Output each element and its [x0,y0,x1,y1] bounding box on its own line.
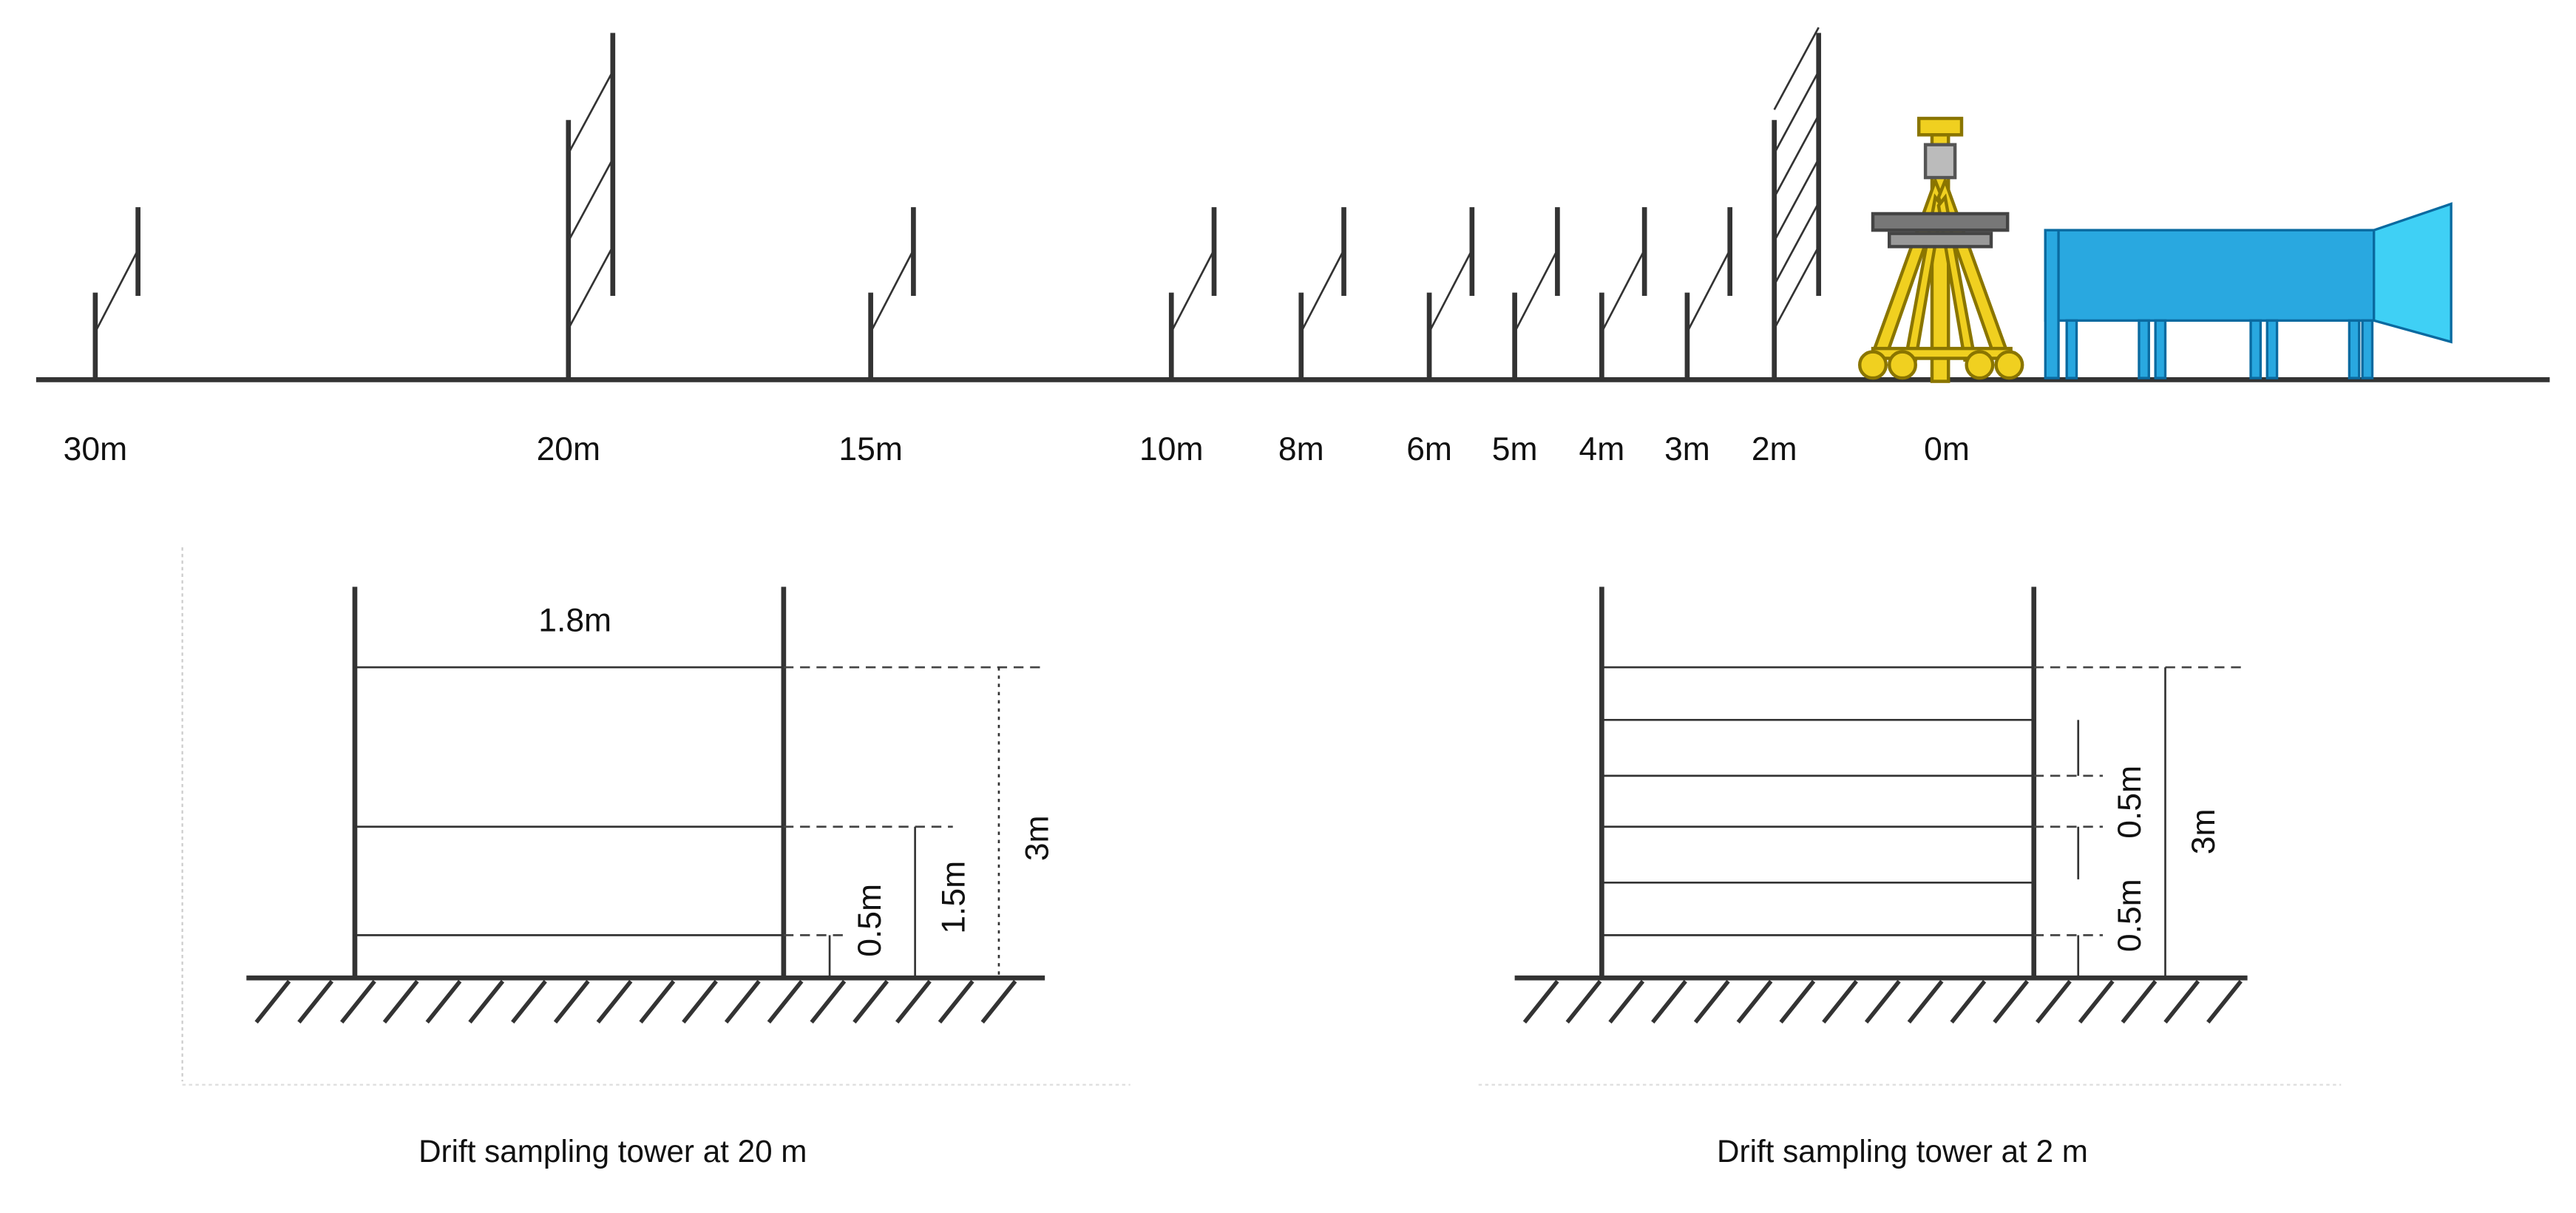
distance-label: 6m [1406,431,1452,467]
tower-net [567,246,614,330]
ground-hatch [1736,979,1773,1024]
tower-net [1773,158,1820,242]
tower-net [1773,70,1820,155]
ground-hatch [1779,979,1816,1024]
tower-net [1514,249,1559,333]
distance-label: 20m [537,431,600,467]
distance-label: 30m [64,431,127,467]
tower-net [567,70,614,155]
tower-net [1773,115,1820,198]
ground-hatch [895,979,932,1024]
ground-hatch [1651,979,1687,1024]
tower-net [1601,249,1646,333]
distance-label: 0m [1924,431,1970,467]
ground-hatch [1522,979,1559,1024]
distance-label: 10m [1139,431,1203,467]
distance-label: 8m [1278,431,1324,467]
ground-hatch [980,979,1017,1024]
dimension-label: 0.5m [2112,879,2148,952]
distance-label: 2m [1752,431,1797,467]
ground-hatch [1565,979,1602,1024]
sprayer [1858,116,2024,383]
ground-hatch [468,979,505,1024]
ground-hatch [2036,979,2072,1024]
ground-hatch [682,979,718,1024]
ground-hatch [2163,979,2200,1024]
tower-net [567,158,614,242]
dimension-label: 3m [2186,809,2222,855]
ground-hatch [596,979,633,1024]
caption: Drift sampling tower at 20 m [418,1134,807,1169]
ground-hatch [254,979,291,1024]
dimension-label: 1.5m [935,861,972,934]
tower-net [870,249,915,333]
ground-hatch [938,979,975,1024]
ground-hatch [297,979,334,1024]
distance-label: 15m [838,431,902,467]
width-label: 1.8m [538,602,611,638]
ground-hatch [1693,979,1730,1024]
ground-hatch [639,979,676,1024]
tower-net [94,249,139,333]
distance-label: 3m [1664,431,1710,467]
dimension-label: 0.5m [2112,766,2148,839]
ground-hatch [767,979,804,1024]
ground-hatch [339,979,376,1024]
ground-hatch [1822,979,1858,1024]
tower-net [1773,27,1820,110]
tower-net [1300,249,1345,333]
ground-hatch [1864,979,1901,1024]
tower-net [1773,246,1820,330]
dimension-label: 3m [1020,815,1056,861]
tower-net [1428,249,1474,333]
ground-hatch [425,979,462,1024]
dimension-label: 0.5m [852,884,888,957]
ground-hatch [1907,979,1944,1024]
tower-net [1686,249,1731,333]
ground-hatch [724,979,761,1024]
ground-hatch [853,979,889,1024]
ground-hatch [2121,979,2158,1024]
ground-hatch [553,979,590,1024]
ground-hatch [1993,979,2030,1024]
wind-tunnel [2044,202,2453,379]
ground-hatch [382,979,419,1024]
tower-net [1170,249,1216,333]
ground-hatch [511,979,547,1024]
tower-net [1773,202,1820,285]
ground-hatch [2206,979,2243,1024]
ground-hatch [810,979,847,1024]
distance-label: 5m [1492,431,1538,467]
caption: Drift sampling tower at 2 m [1717,1134,2088,1169]
ground-hatch [1608,979,1645,1024]
distance-label: 4m [1579,431,1625,467]
ground-hatch [1950,979,1987,1024]
ground-hatch [2078,979,2115,1024]
